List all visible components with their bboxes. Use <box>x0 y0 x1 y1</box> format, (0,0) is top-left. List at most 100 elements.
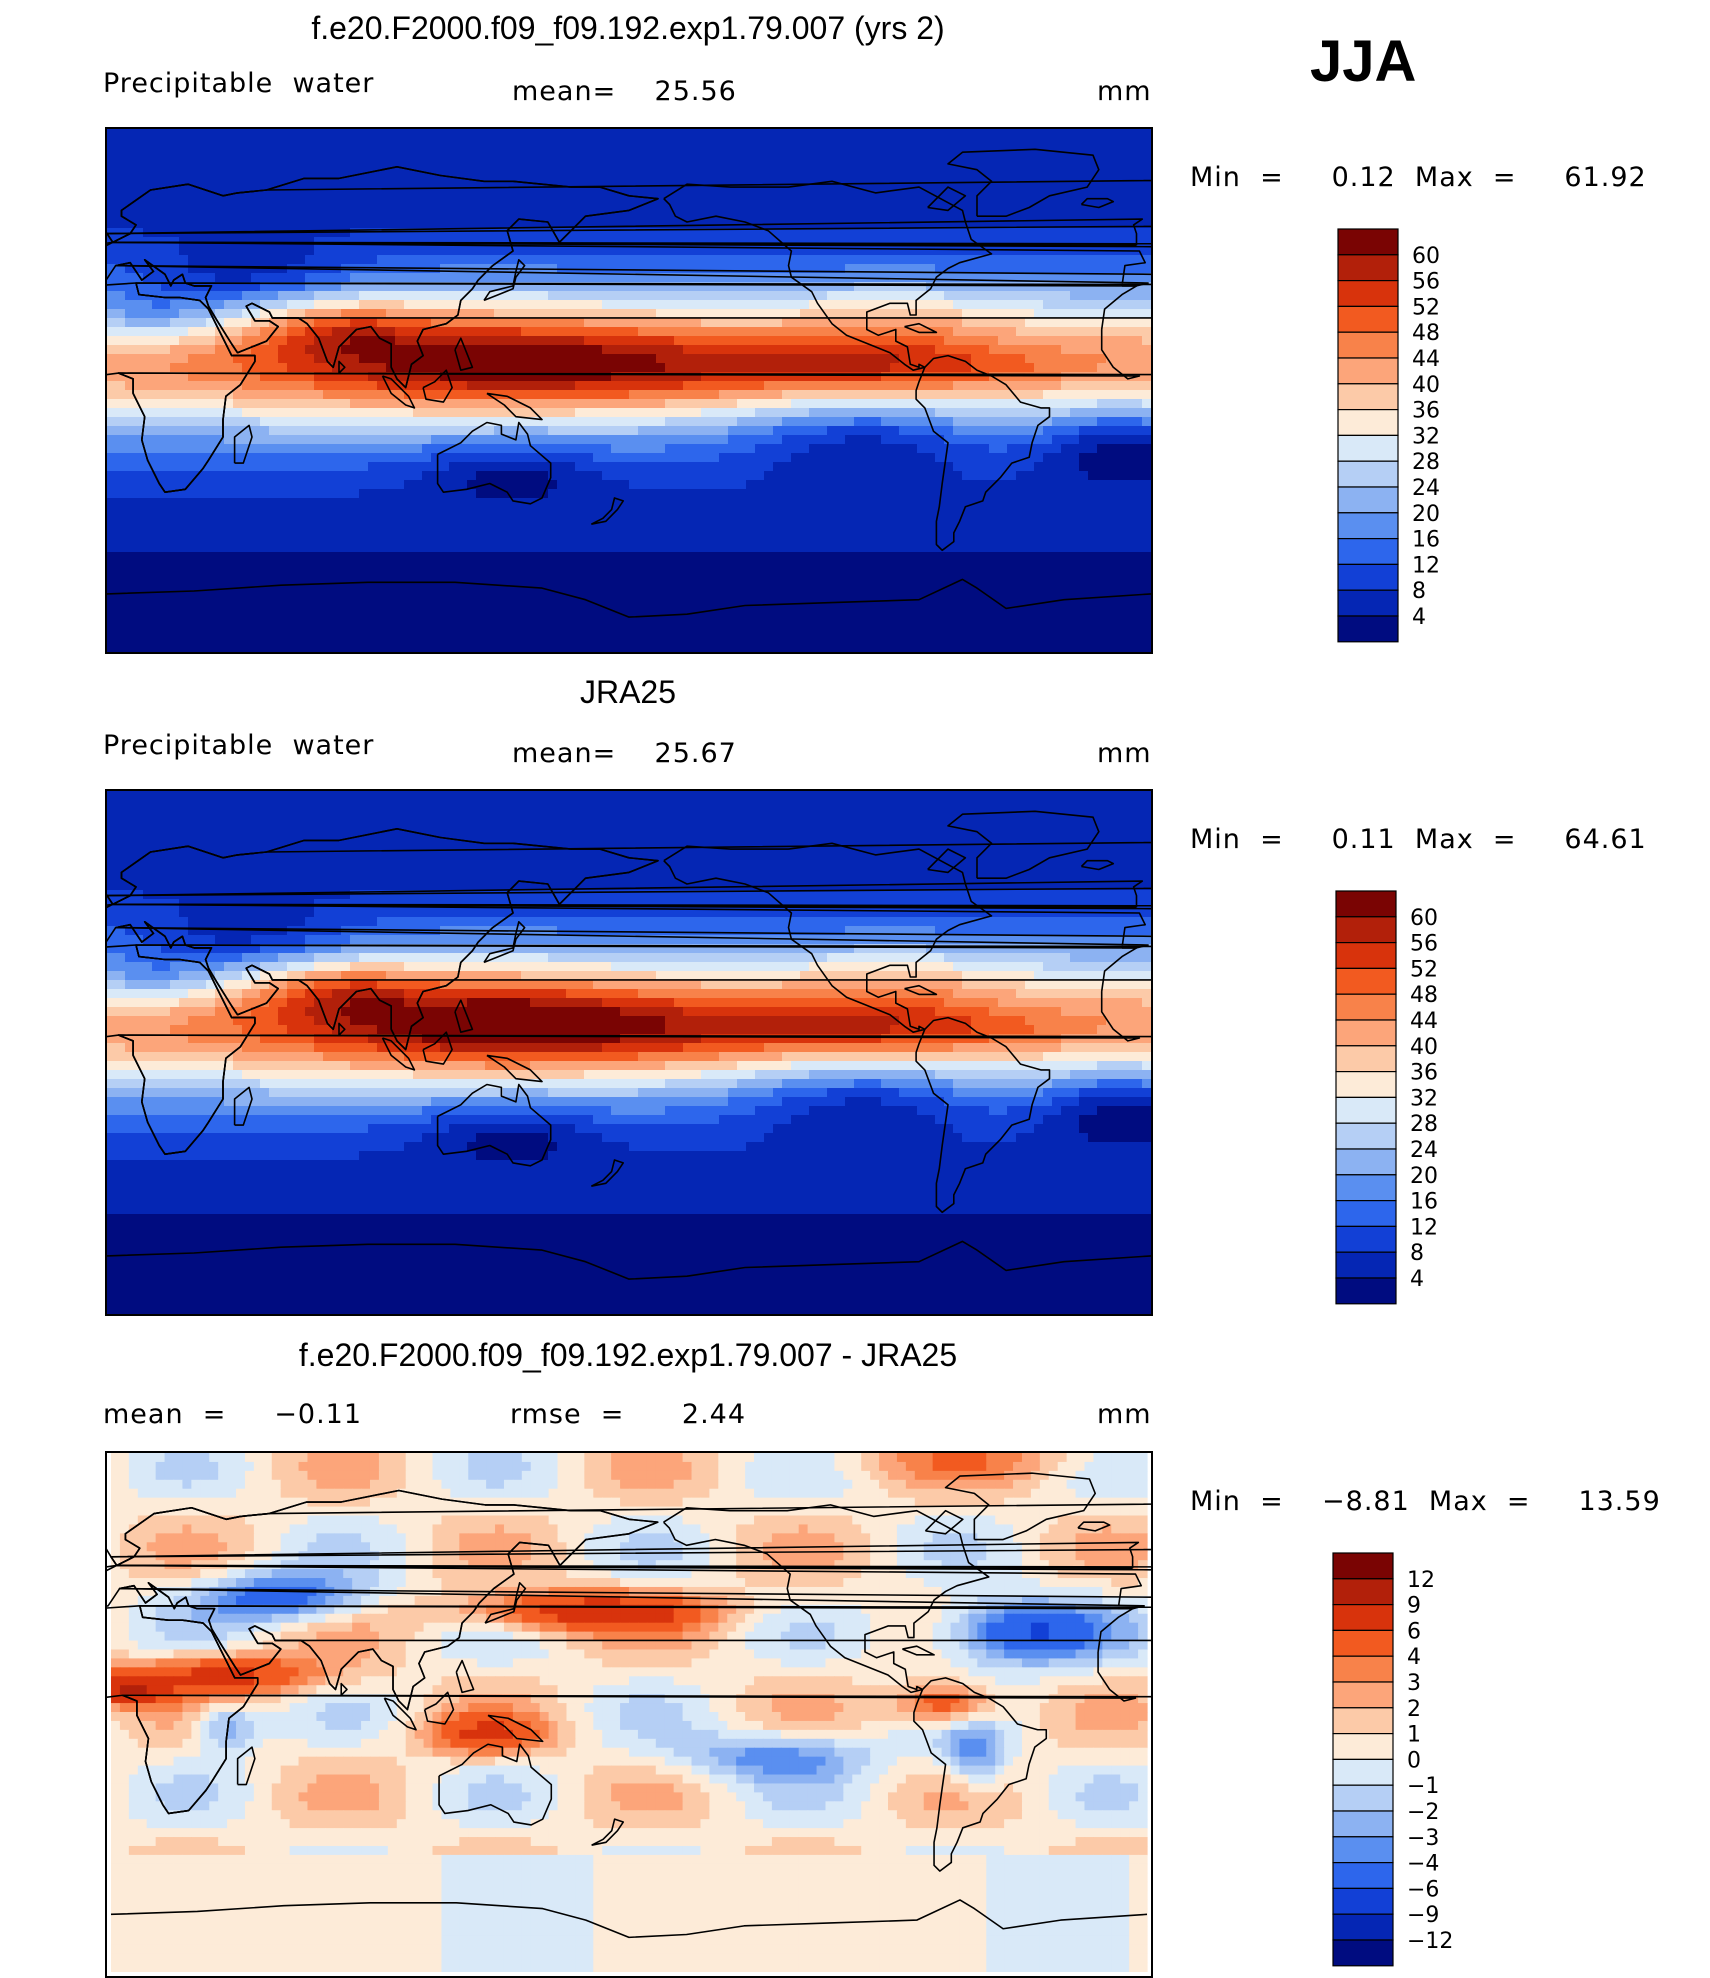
colorbar-swatch <box>1333 1734 1393 1760</box>
colorbar-swatch <box>1333 1863 1393 1889</box>
colorbar-tick-label: 56 <box>1410 932 1438 957</box>
contour-field <box>107 791 1151 1314</box>
colorbar-swatch <box>1336 1072 1396 1098</box>
colorbar-tick-label: 12 <box>1410 1215 1438 1240</box>
colorbar-swatch <box>1333 1630 1393 1656</box>
colorbar-swatch <box>1333 1811 1393 1837</box>
colorbar-tick-label: 20 <box>1412 502 1440 527</box>
colorbar-swatch <box>1333 1579 1393 1605</box>
colorbar-tick-label: 16 <box>1412 528 1440 553</box>
colorbar-tick-label: 60 <box>1412 244 1440 269</box>
colorbar-swatch <box>1338 281 1398 307</box>
colorbar-swatch <box>1336 891 1396 917</box>
colorbar-swatch <box>1333 1682 1393 1708</box>
colorbar-swatch <box>1336 917 1396 943</box>
panel-2-variable-label: Precipitable water <box>103 730 374 761</box>
colorbar-tick-label: 12 <box>1407 1568 1435 1593</box>
colorbar-tick-label: 44 <box>1412 347 1440 372</box>
panel-2-map <box>105 789 1153 1316</box>
colorbar-swatch <box>1338 461 1398 487</box>
colorbar-tick-label: 60 <box>1410 906 1438 931</box>
colorbar-tick-label: 3 <box>1407 1671 1421 1696</box>
colorbar-swatch <box>1333 1553 1393 1579</box>
colorbar-tick-label: 40 <box>1410 1035 1438 1060</box>
colorbar-swatch <box>1336 1175 1396 1201</box>
colorbar-swatch <box>1333 1708 1393 1734</box>
colorbar-swatch <box>1338 255 1398 281</box>
colorbar-tick-label: −9 <box>1407 1903 1439 1928</box>
colorbar-tick-label: 1 <box>1407 1723 1421 1748</box>
panel-2-mean-label: mean= 25.67 <box>512 738 737 769</box>
colorbar-tick-label: −12 <box>1407 1929 1453 1954</box>
colorbar-swatch <box>1336 1226 1396 1252</box>
colorbar-swatch <box>1336 1201 1396 1227</box>
colorbar-tick-label: 36 <box>1410 1061 1438 1086</box>
colorbar-tick-label: 8 <box>1410 1241 1424 1266</box>
colorbar-swatch <box>1338 513 1398 539</box>
colorbar-swatch <box>1336 1278 1396 1304</box>
season-label: JJA <box>1310 28 1416 95</box>
colorbar-tick-label: −1 <box>1407 1774 1439 1799</box>
colorbar-tick-label: −4 <box>1407 1852 1439 1877</box>
colorbar-swatch <box>1336 994 1396 1020</box>
colorbar-swatch <box>1336 1252 1396 1278</box>
colorbar-swatch <box>1338 410 1398 436</box>
colorbar-swatch <box>1333 1656 1393 1682</box>
colorbar-swatch <box>1333 1888 1393 1914</box>
panel-2-minmax-label: Min = 0.11 Max = 64.61 <box>1190 824 1647 855</box>
colorbar-swatch <box>1338 435 1398 461</box>
colorbar-swatch <box>1333 1837 1393 1863</box>
colorbar-swatch <box>1336 1149 1396 1175</box>
colorbar-tick-label: 44 <box>1410 1009 1438 1034</box>
colorbar-swatch <box>1338 539 1398 565</box>
colorbar-tick-label: 6 <box>1407 1619 1421 1644</box>
colorbar-swatch <box>1336 968 1396 994</box>
colorbar-tick-label: 16 <box>1410 1190 1438 1215</box>
panel-3-minmax-label: Min = −8.81 Max = 13.59 <box>1190 1486 1661 1517</box>
colorbar-tick-label: 0 <box>1407 1748 1421 1773</box>
panel-1-minmax-label: Min = 0.12 Max = 61.92 <box>1190 162 1647 193</box>
colorbar-swatch <box>1333 1914 1393 1940</box>
colorbar-tick-label: 8 <box>1412 579 1426 604</box>
colorbar-tick-label: 48 <box>1412 321 1440 346</box>
colorbar-tick-label: 52 <box>1412 295 1440 320</box>
colorbar-tick-label: 4 <box>1412 605 1426 630</box>
colorbar-tick-label: 24 <box>1412 476 1440 501</box>
colorbar-swatch <box>1338 358 1398 384</box>
panel-3-mean-label: mean = −0.11 <box>103 1399 362 1430</box>
colorbar-tick-label: 4 <box>1407 1645 1421 1670</box>
panel-1-mean-label: mean= 25.56 <box>512 76 737 107</box>
colorbar-tick-label: 9 <box>1407 1594 1421 1619</box>
colorbar-tick-label: −3 <box>1407 1826 1439 1851</box>
colorbar-tick-label: 28 <box>1410 1112 1438 1137</box>
panel-3-title: f.e20.F2000.f09_f09.192.exp1.79.007 - JR… <box>105 1337 1151 1374</box>
colorbar-tick-label: 52 <box>1410 957 1438 982</box>
colorbar-tick-label: −2 <box>1407 1800 1439 1825</box>
colorbar-swatch <box>1338 564 1398 590</box>
colorbar-swatch <box>1336 1046 1396 1072</box>
colorbar-tick-label: 20 <box>1410 1164 1438 1189</box>
colorbar-swatch <box>1338 306 1398 332</box>
colorbar-tick-label: 32 <box>1410 1086 1438 1111</box>
colorbar-tick-label: 28 <box>1412 450 1440 475</box>
colorbar-swatch <box>1336 1020 1396 1046</box>
colorbar-swatch <box>1333 1940 1393 1966</box>
panel-2-unit-label: mm <box>1097 738 1152 769</box>
colorbar-tick-label: 36 <box>1412 399 1440 424</box>
colorbar-tick-label: 56 <box>1412 270 1440 295</box>
colorbar-swatch <box>1333 1759 1393 1785</box>
panel-3-map <box>105 1451 1153 1978</box>
colorbar-tick-label: −6 <box>1407 1877 1439 1902</box>
colorbar-tick-label: 40 <box>1412 373 1440 398</box>
colorbar-tick-label: 4 <box>1410 1267 1424 1292</box>
colorbar-tick-label: 48 <box>1410 983 1438 1008</box>
panel-1-title: f.e20.F2000.f09_f09.192.exp1.79.007 (yrs… <box>105 10 1151 47</box>
colorbar-swatch <box>1336 943 1396 969</box>
colorbar-tick-label: 12 <box>1412 553 1440 578</box>
panel-3-unit-label: mm <box>1097 1399 1152 1430</box>
panel-3-rmse-label: rmse = 2.44 <box>510 1399 746 1430</box>
panel-1-map <box>105 127 1153 654</box>
